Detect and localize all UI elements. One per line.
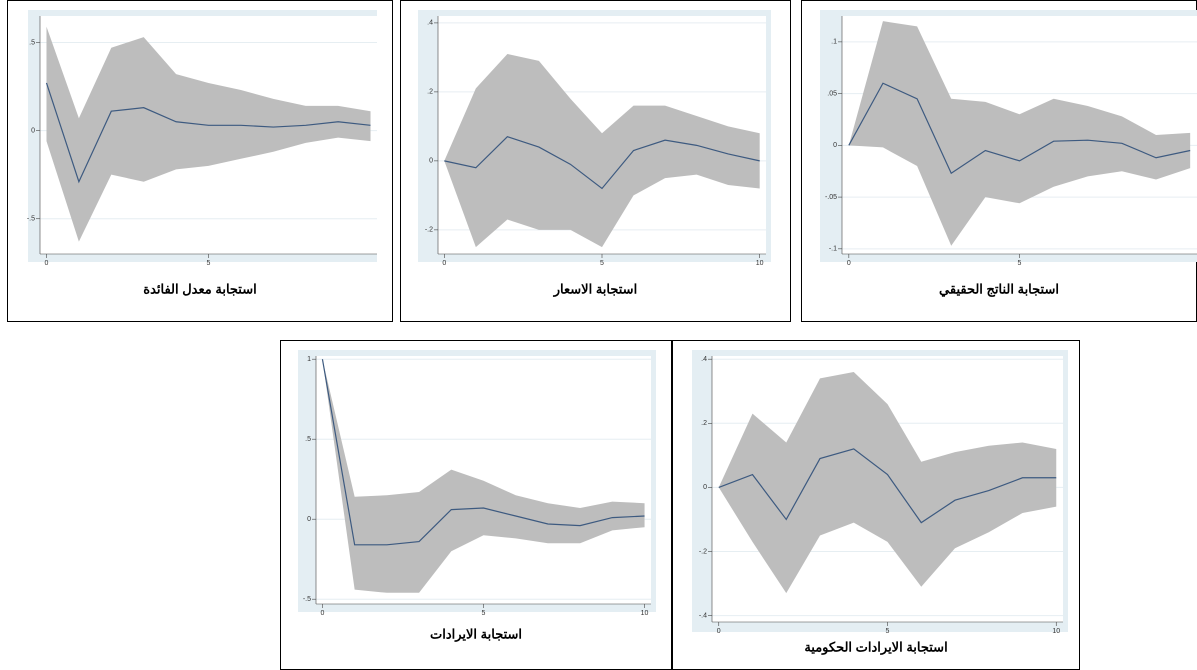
plot-content — [45, 26, 371, 242]
y-tick-label: .1 — [831, 39, 837, 46]
confidence-band — [322, 359, 645, 593]
y-tick-label: -.2 — [699, 548, 707, 555]
y-tick-label: -.1 — [829, 246, 837, 253]
y-tick-label: .5 — [29, 39, 35, 46]
y-tick-label: .2 — [427, 89, 433, 96]
y-tick-label: .2 — [701, 420, 707, 427]
plot-content — [718, 372, 1057, 594]
panel-caption: استجابة الايرادات الحكومية — [804, 639, 947, 655]
confidence-band — [718, 372, 1057, 594]
x-tick-label: 0 — [442, 260, 446, 267]
y-tick-label: 0 — [703, 484, 707, 491]
x-tick-label: 10 — [1052, 628, 1060, 635]
plot-content — [444, 53, 760, 248]
x-tick-label: 0 — [847, 260, 851, 267]
x-tick-label: 5 — [886, 628, 890, 635]
y-tick-label: 0 — [31, 127, 35, 134]
plot-content — [848, 21, 1191, 246]
y-tick-label: .4 — [427, 20, 433, 27]
panel-caption: استجابة الايرادات — [430, 626, 522, 642]
panel: -.1 -.05 0 .05 .1 0 5 استجابة الناتج الحقيقي — [801, 0, 1197, 322]
response-line — [848, 82, 1191, 175]
panel-caption: استجابة الناتج الحقيقي — [939, 281, 1059, 297]
x-tick-label: 10 — [641, 610, 649, 617]
panel-caption: استجابة معدل الفائدة — [143, 281, 256, 296]
response-line — [444, 136, 760, 190]
y-tick-label: .5 — [305, 436, 311, 443]
x-tick-label: 0 — [45, 260, 49, 267]
y-tick-label: -.4 — [699, 612, 707, 619]
panel-caption: استجابة الاسعار — [553, 281, 637, 297]
confidence-band — [848, 21, 1191, 246]
y-tick-label: -.05 — [825, 194, 837, 201]
response-line — [45, 82, 371, 184]
y-tick-label: .4 — [701, 356, 707, 363]
panel: -.4 -.2 0 .2 .4 0 5 10 استجابة الايرادات الحكومي… — [672, 340, 1080, 670]
panel: -.5 0 .5 0 5 استجابة معدل الفائدة — [7, 0, 393, 322]
panel: -.2 0 .2 .4 0 5 10 استجابة الاسعار — [400, 0, 791, 322]
confidence-band — [46, 26, 371, 242]
x-tick-label: 5 — [482, 610, 486, 617]
y-tick-label: -.5 — [27, 216, 35, 223]
x-tick-label: 0 — [320, 610, 324, 617]
x-tick-label: 10 — [756, 260, 764, 267]
y-tick-label: -.5 — [303, 596, 311, 603]
y-tick-label: -.2 — [425, 227, 433, 234]
x-tick-label: 0 — [717, 628, 721, 635]
plot-content — [321, 359, 645, 593]
y-tick-label: 1 — [307, 356, 311, 363]
confidence-band — [444, 53, 760, 248]
x-tick-label: 5 — [207, 260, 211, 267]
y-tick-label: 0 — [833, 142, 837, 149]
x-tick-label: 5 — [600, 260, 604, 267]
x-tick-label: 5 — [1018, 260, 1022, 267]
y-tick-label: 0 — [429, 158, 433, 165]
response-line — [321, 359, 645, 546]
response-line — [718, 448, 1057, 524]
y-tick-label: .05 — [827, 90, 837, 97]
y-tick-label: 0 — [307, 516, 311, 523]
